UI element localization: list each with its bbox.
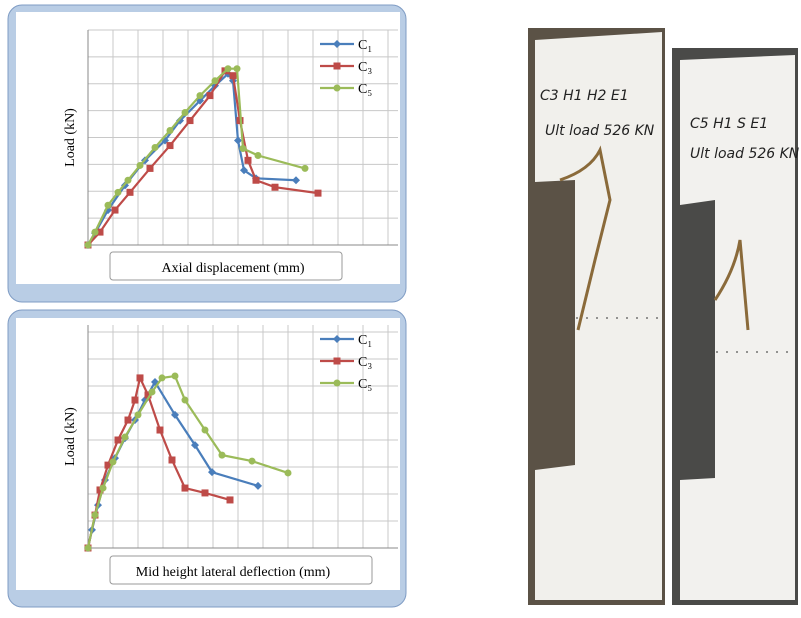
marker	[333, 335, 341, 343]
marker	[144, 391, 152, 399]
marker	[284, 469, 292, 477]
marker	[146, 164, 154, 172]
marker	[151, 143, 159, 151]
marker	[244, 156, 252, 164]
marker	[314, 189, 322, 197]
photo: C3 H1 H2 E1 Ult load 526 KN C5 H1 S E1 U…	[528, 28, 800, 605]
marker	[248, 457, 256, 465]
marker	[186, 117, 194, 125]
marker	[333, 357, 341, 365]
marker	[206, 92, 214, 100]
marker	[104, 201, 112, 209]
column	[535, 32, 662, 600]
marker	[254, 152, 262, 160]
marker	[171, 410, 179, 419]
marker	[126, 188, 134, 196]
column	[680, 55, 795, 600]
marker	[124, 416, 132, 424]
axis-label-box	[109, 555, 373, 585]
legend-label: C₅	[358, 377, 372, 392]
axis-label-box	[109, 251, 343, 281]
marker	[91, 511, 99, 519]
marker	[158, 374, 166, 382]
marker	[201, 426, 209, 434]
marker	[136, 374, 144, 382]
marker	[229, 72, 237, 80]
crack	[713, 239, 750, 331]
marker	[99, 484, 107, 492]
marker	[181, 109, 189, 117]
marker	[271, 183, 279, 191]
legend-label: C₁	[358, 333, 372, 348]
marker	[171, 372, 179, 380]
marker	[96, 228, 104, 236]
marker	[91, 228, 99, 236]
marker	[333, 40, 341, 48]
marker	[333, 62, 341, 70]
series-line	[87, 67, 306, 246]
marker	[181, 484, 189, 492]
marker	[131, 396, 139, 404]
marker	[191, 441, 199, 450]
marker	[166, 142, 174, 150]
marker	[240, 166, 248, 175]
marker	[234, 136, 242, 145]
legend-label: C₃	[358, 355, 372, 370]
photo-label: Ult load 526 KN	[690, 146, 800, 162]
y-axis-label: Load (kN)	[63, 108, 78, 167]
photo-label: C3 H1 H2 E1	[540, 88, 629, 104]
marker	[218, 451, 226, 459]
marker	[239, 145, 247, 153]
legend-label: C₃	[358, 60, 372, 75]
marker	[136, 161, 144, 169]
crack	[559, 145, 612, 331]
marker	[96, 486, 104, 494]
marker	[104, 461, 112, 469]
marker	[168, 456, 176, 464]
marker	[208, 468, 216, 477]
legend-label: C₅	[358, 82, 372, 97]
marker	[333, 84, 341, 92]
marker	[114, 436, 122, 444]
marker	[84, 544, 92, 552]
photo-label: C5 H1 S E1	[690, 116, 768, 132]
series-line	[86, 374, 289, 549]
x-axis-label: Mid height lateral deflection (mm)	[136, 565, 331, 580]
y-axis-label: Load (kN)	[63, 407, 78, 466]
marker	[301, 164, 309, 172]
marker	[211, 77, 219, 85]
marker	[114, 188, 122, 196]
marker	[254, 481, 262, 490]
marker	[252, 176, 260, 184]
photo-label: Ult load 526 KN	[545, 123, 655, 139]
marker	[166, 127, 174, 135]
marker	[224, 65, 232, 73]
x-axis-label: Axial displacement (mm)	[161, 261, 304, 276]
marker	[333, 379, 341, 387]
marker	[201, 489, 209, 497]
marker	[121, 433, 129, 441]
marker	[181, 396, 189, 404]
marker	[156, 426, 164, 434]
marker	[134, 411, 142, 419]
marker	[111, 206, 119, 214]
marker	[124, 176, 132, 184]
marker	[226, 496, 234, 504]
marker	[292, 176, 300, 185]
marker	[148, 388, 156, 396]
legend-label: C₁	[358, 38, 372, 53]
marker	[233, 65, 241, 73]
marker	[196, 92, 204, 100]
marker	[84, 241, 92, 249]
marker	[109, 458, 117, 466]
